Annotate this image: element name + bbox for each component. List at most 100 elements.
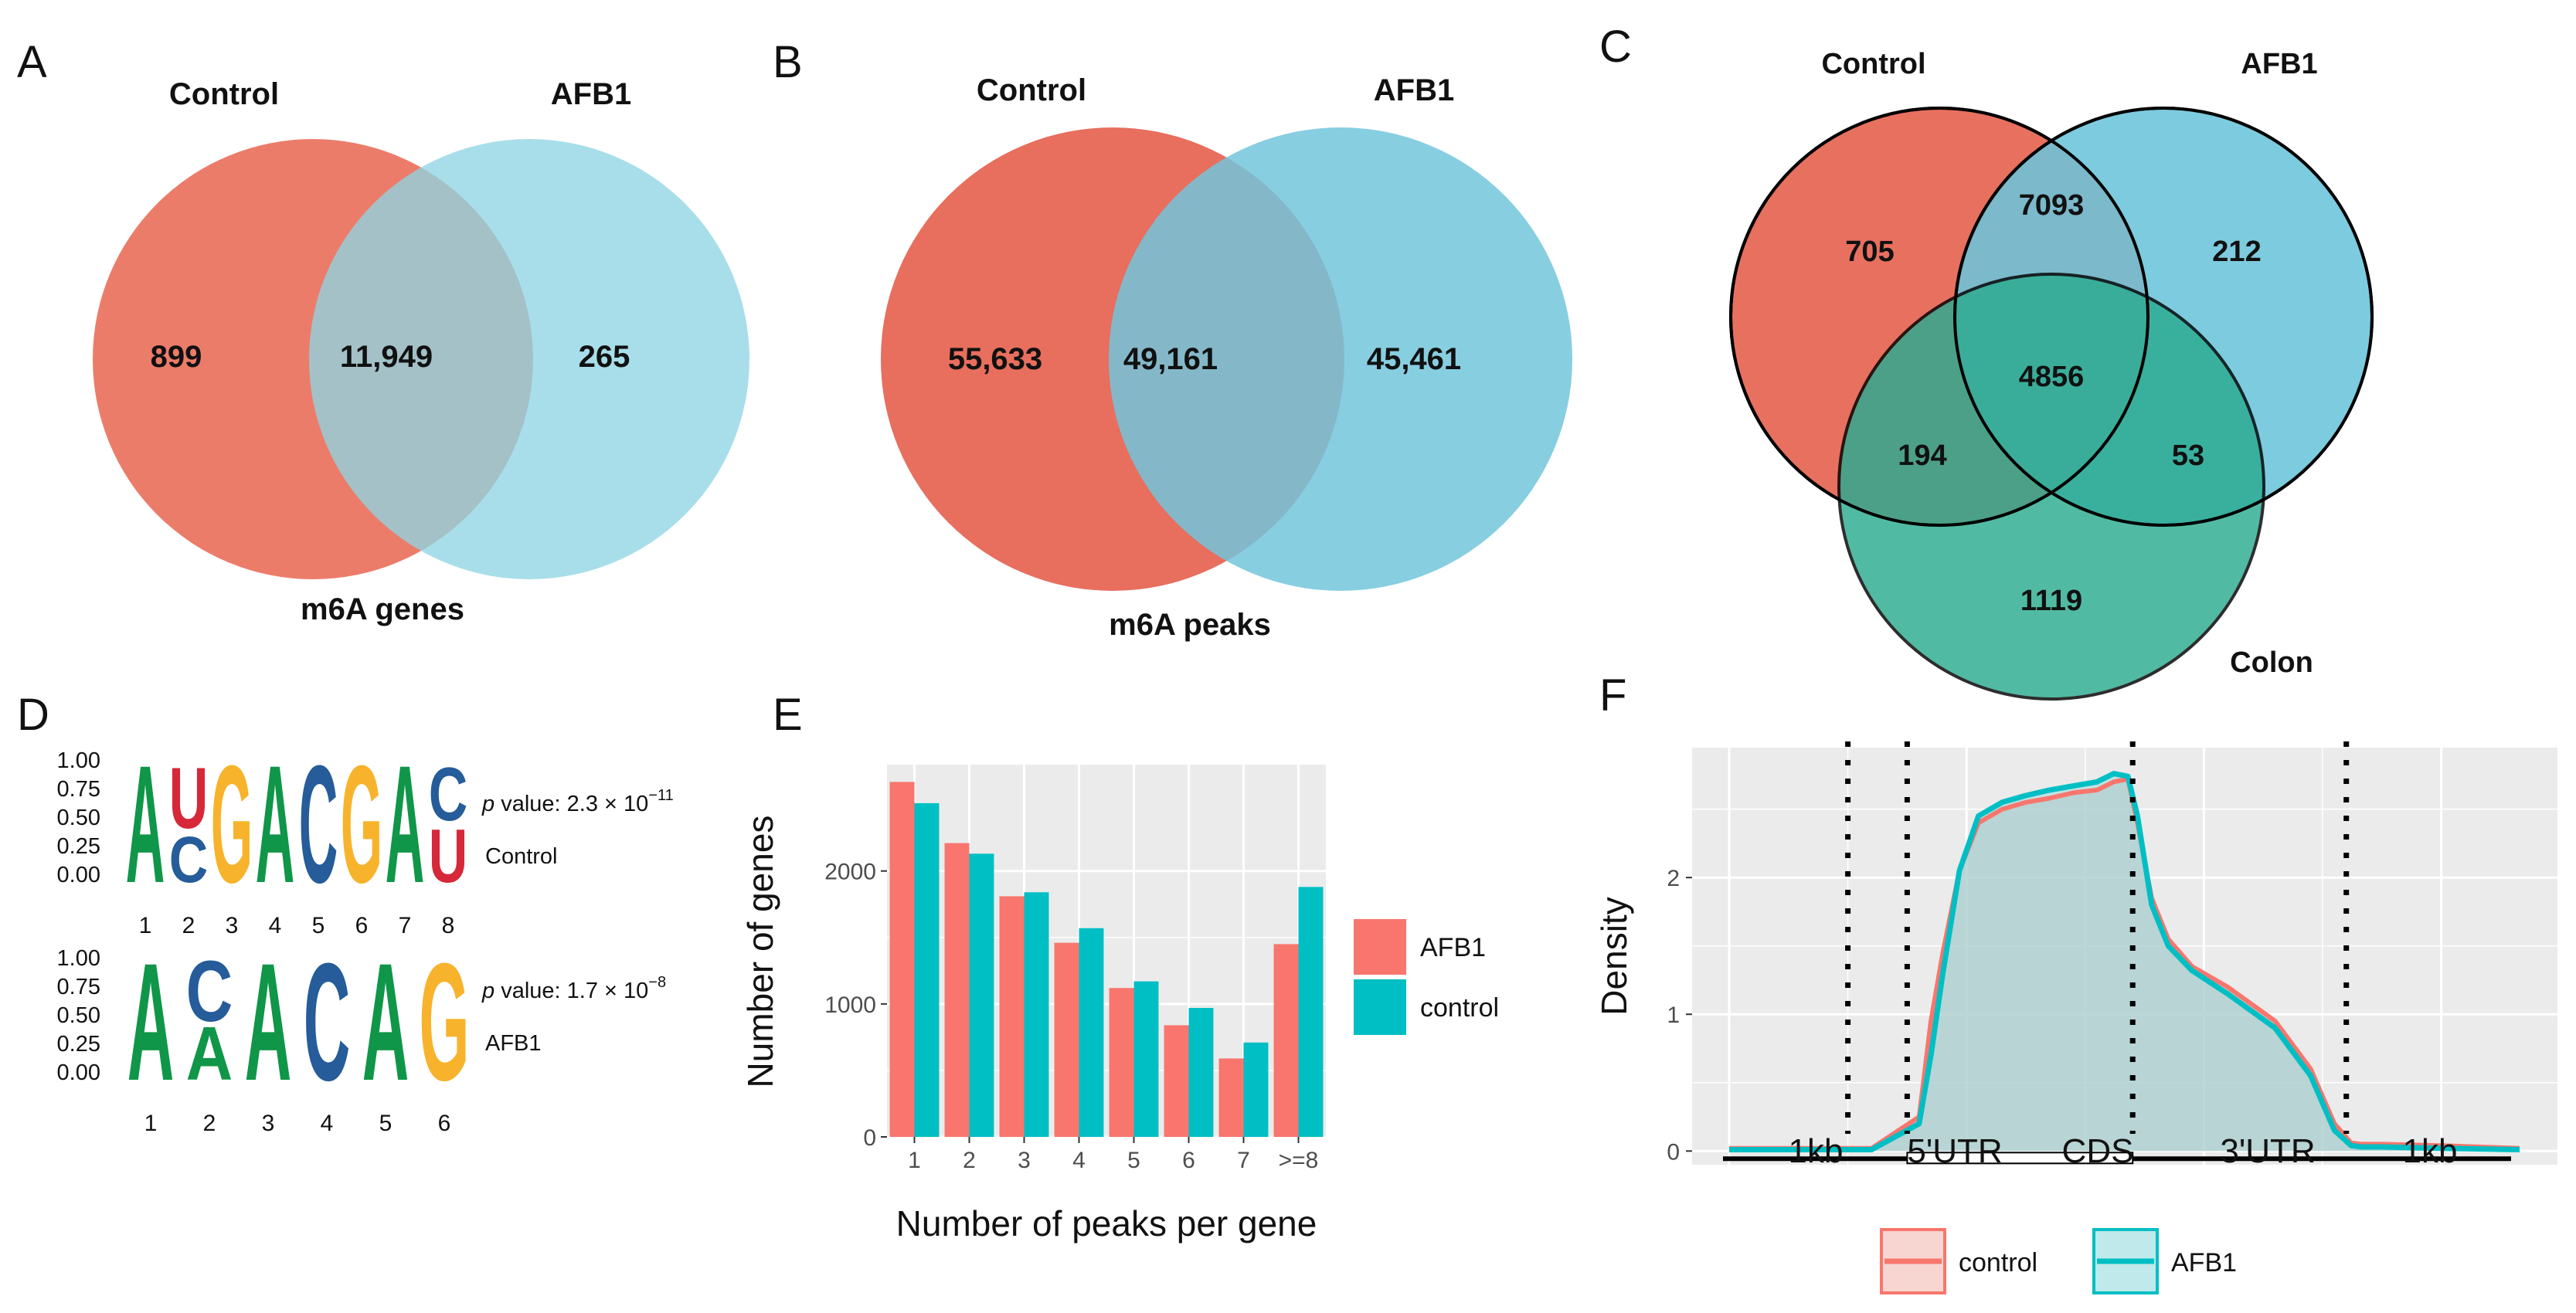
logo2-ytick-5: 0.00: [57, 1060, 100, 1085]
bar-control-3: [1024, 892, 1049, 1137]
logo2-letter-1-a: A: [127, 928, 175, 1115]
bar-xtick-label-5: 6: [1182, 1148, 1195, 1173]
logo1-letter-5-c: C: [299, 731, 338, 918]
logo2-pos-1: 1: [144, 1111, 158, 1136]
bar-y-axis-title: Number of genes: [740, 816, 780, 1088]
logo2-pos-2: 2: [203, 1111, 216, 1136]
bar-afb1-1: [889, 782, 915, 1137]
venn-c-colon-only: 1119: [2020, 585, 2082, 617]
logo2-letter-2-c: C: [186, 942, 233, 1040]
venn-a-overlap: 11,949: [340, 340, 433, 374]
venn-c-afb1-colon: 53: [2172, 439, 2204, 472]
bar-legend-swatch-afb1: [1354, 919, 1406, 975]
logo2-letter-5-a: A: [362, 928, 410, 1115]
logo2-pos-4: 4: [321, 1111, 334, 1136]
bar-control-5: [1133, 981, 1159, 1137]
panel-b-letter: B: [773, 37, 803, 87]
bar-legend-label-afb1: AFB1: [1420, 933, 1486, 962]
logo1-pos-6: 6: [355, 913, 369, 938]
logo1-ytick-1: 1.00: [57, 748, 100, 773]
bar-legend-swatch-control: [1354, 979, 1406, 1035]
bar-control-7: [1243, 1042, 1269, 1137]
venn-c-control-afb1: 7093: [2019, 189, 2085, 222]
bar-control-2: [969, 853, 994, 1137]
venn-c-control-outline: [1729, 107, 2149, 527]
panel-c-letter: C: [1599, 22, 1632, 72]
panel-d: D 1.00 0.75 0.50 0.25 0.00 A U C G A C G…: [17, 690, 674, 1136]
panel-c: C Control AFB1 Colon 705 7093 212 4856 1…: [1599, 22, 2374, 701]
logo1-letter-6-g: G: [341, 731, 382, 918]
bar-ytick-label-0: 0: [863, 1125, 876, 1151]
bar-ytick-label-2: 2000: [824, 860, 876, 885]
logo2-name: AFB1: [485, 1031, 542, 1056]
density-area-afb1: [1729, 773, 2520, 1152]
density-region-label-1: 5'UTR: [1907, 1132, 2002, 1170]
logo1-letter-1-a: A: [126, 731, 165, 918]
logo1-letter-2-u: U: [169, 749, 209, 846]
logo1-ytick-3: 0.50: [57, 806, 100, 830]
venn-a-afb1-circle: [309, 139, 749, 579]
venn-b-control-only: 55,633: [948, 342, 1042, 376]
venn-a-afb1-only: 265: [579, 340, 630, 374]
density-series: [1723, 741, 2520, 1165]
venn-c-afb1-label: AFB1: [2241, 48, 2317, 80]
logo1-letter-3-g: G: [211, 731, 253, 918]
venn-b-overlap: 49,161: [1123, 342, 1218, 376]
bar-xtick-label-1: 2: [963, 1148, 976, 1173]
logo2-pos-3: 3: [262, 1111, 275, 1136]
logo2-pvalue: p value: 1.7 × 10−8: [481, 974, 666, 1003]
logo2-letter-4-c: C: [304, 928, 351, 1115]
venn-b-afb1-only: 45,461: [1367, 342, 1461, 376]
bar-xtick-label-7: >=8: [1279, 1148, 1319, 1173]
logo1-pvalue: p value: 2.3 × 10−11: [481, 787, 674, 816]
venn-b-afb1-label: AFB1: [1374, 73, 1454, 107]
bar-afb1-2: [944, 843, 970, 1137]
bar-xtick-label-0: 1: [908, 1148, 921, 1173]
density-ytick-label-0: 0: [1667, 1139, 1680, 1165]
bar-control-1: [914, 802, 940, 1137]
density-region-label-3: 3'UTR: [2220, 1132, 2315, 1170]
density-legend: control AFB1: [1880, 1228, 2237, 1294]
motif-control: 1.00 0.75 0.50 0.25 0.00 A U C G A C G A…: [57, 731, 674, 938]
density-region-label-2: CDS: [2062, 1132, 2134, 1170]
density-legend-label-control: control: [1959, 1248, 2037, 1277]
bar-afb1-5: [1109, 988, 1134, 1137]
logo2-ytick-1: 1.00: [57, 946, 100, 971]
bar-afb1-3: [999, 896, 1025, 1137]
density-ytick-label-1: 1: [1667, 1003, 1680, 1028]
venn-a-caption: m6A genes: [301, 592, 464, 626]
bar-afb1-6: [1164, 1025, 1189, 1137]
venn-c-colon-label: Colon: [2230, 646, 2313, 679]
logo1-pos-2: 2: [182, 913, 195, 938]
logo1-pos-5: 5: [312, 913, 325, 938]
density-ytick-label-2: 2: [1667, 866, 1680, 891]
logo2-ytick-2: 0.75: [57, 975, 100, 999]
logo1-letter-2-c: C: [169, 824, 209, 896]
logo1-pos-1: 1: [139, 913, 152, 938]
logo1-ytick-4: 0.25: [57, 834, 100, 859]
motif-afb1: 1.00 0.75 0.50 0.25 0.00 A C A A C A G 1…: [57, 928, 667, 1136]
panel-e-letter: E: [773, 690, 803, 740]
logo1-pos-4: 4: [269, 913, 282, 938]
bar-legend-label-control: control: [1420, 993, 1499, 1023]
venn-a-afb1-label: AFB1: [551, 77, 631, 111]
venn-c-control-label: Control: [1821, 48, 1925, 80]
panel-d-letter: D: [17, 690, 49, 740]
logo1-ytick-5: 0.00: [57, 863, 100, 887]
density-line-afb1: [1729, 771, 2520, 1152]
logo2-letter-2-a: A: [186, 1012, 233, 1097]
bar-control-8: [1298, 887, 1324, 1137]
bar-xtick-label-6: 7: [1237, 1148, 1250, 1173]
logo1-pos-3: 3: [226, 913, 239, 938]
panel-a-letter: A: [17, 37, 47, 87]
panel-e: E 0 1000 2000 1 2 3 4 5 6 7 >=8 Number of peaks pe…: [740, 690, 1499, 1243]
bar-xtick-label-2: 3: [1018, 1148, 1031, 1173]
density-y-axis-title: Density: [1594, 897, 1634, 1015]
bar-control-6: [1188, 1008, 1214, 1137]
venn-c-control-only: 705: [1845, 236, 1894, 268]
logo1-pos-7: 7: [399, 913, 412, 938]
panel-f-letter: F: [1599, 670, 1626, 721]
logo1-pos-8: 8: [442, 913, 455, 938]
logo1-letter-7-a: A: [386, 731, 425, 918]
bar-series: [889, 782, 1324, 1137]
